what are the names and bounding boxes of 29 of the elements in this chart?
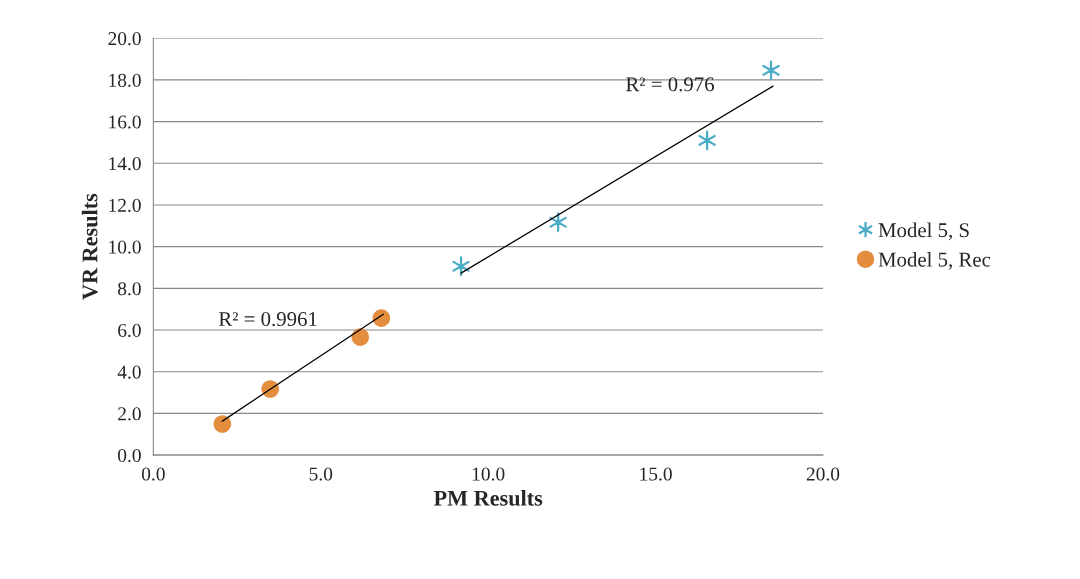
annotation: R² = 0.9961	[218, 312, 317, 327]
point	[213, 415, 232, 433]
point	[549, 212, 567, 233]
y-tick-label: 12.0	[109, 198, 141, 212]
point	[372, 309, 391, 327]
y-tick-label: 14.0	[109, 157, 141, 171]
x-tick-label: 20.0	[806, 467, 840, 481]
x-tick-label: 0.0	[141, 467, 165, 481]
legend-label: Model 5, Rec	[878, 251, 991, 270]
x-axis-title: PM Results	[433, 490, 543, 506]
x-tick-label: 10.0	[472, 467, 505, 481]
y-tick-label: 8.0	[117, 282, 141, 296]
y-tick-label: 4.0	[117, 365, 141, 379]
point	[698, 130, 716, 151]
y-tick-label: 16.0	[109, 115, 141, 129]
y-tick-label: 0.0	[117, 448, 141, 463]
point	[452, 256, 470, 277]
legend-label: Model 5, S	[878, 222, 969, 241]
y-tick-label: 18.0	[109, 73, 141, 87]
y-tick-label: 10.0	[109, 240, 141, 254]
annotation: R² = 0.976	[626, 77, 714, 92]
y-axis-title: VR Results	[81, 193, 98, 300]
x-tick-label: 15.0	[640, 467, 672, 481]
point	[351, 328, 370, 346]
point	[762, 60, 780, 81]
x-tick-label: 5.0	[309, 467, 333, 481]
y-tick-label: 6.0	[118, 323, 141, 338]
y-tick-label: 2.0	[118, 407, 141, 421]
y-tick-label: 20.0	[108, 32, 141, 46]
